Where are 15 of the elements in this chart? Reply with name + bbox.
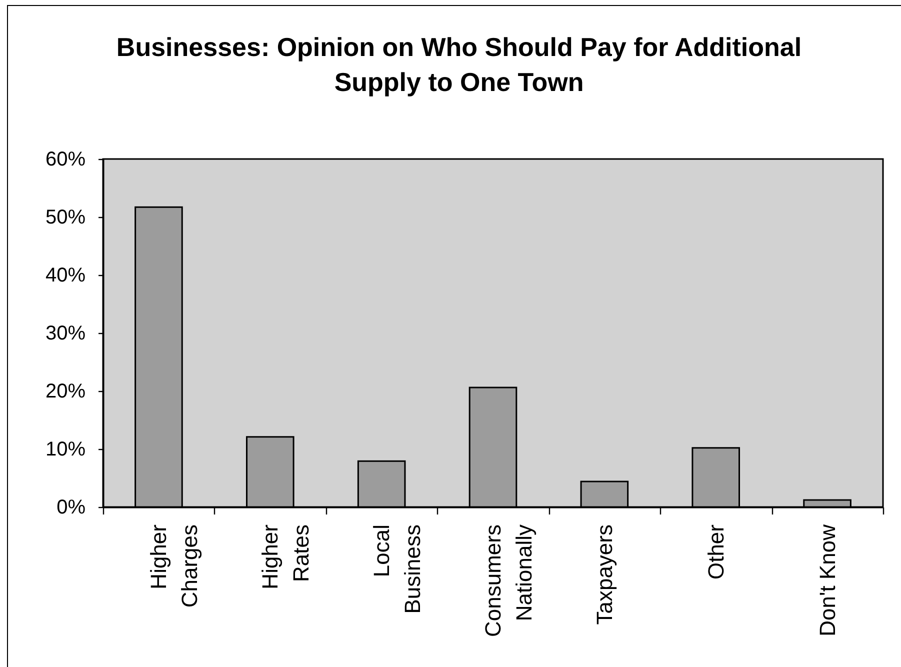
x-tick-label: Taxpayers [592, 524, 617, 625]
y-tick-label: 30% [45, 322, 86, 344]
y-tick-label: 10% [45, 438, 86, 460]
y-tick-label: 60% [45, 148, 86, 170]
x-tick-label: Other [703, 524, 728, 580]
x-tick-label: Local Business [369, 524, 426, 614]
y-tick-label: 50% [45, 206, 86, 228]
y-tick-label: 20% [45, 380, 86, 402]
x-tick-label: Consumers Nationally [480, 524, 536, 637]
x-tick-label: Higher Charges [146, 524, 202, 608]
y-tick-label: 0% [56, 496, 86, 518]
y-tick-label: 40% [45, 264, 86, 286]
x-tick-label: Higher Rates [258, 524, 314, 590]
chart-title: Businesses: Opinion on Who Should Pay for Additional Supply to One Town [116, 32, 802, 97]
x-tick-label: Don't Know [814, 524, 840, 636]
